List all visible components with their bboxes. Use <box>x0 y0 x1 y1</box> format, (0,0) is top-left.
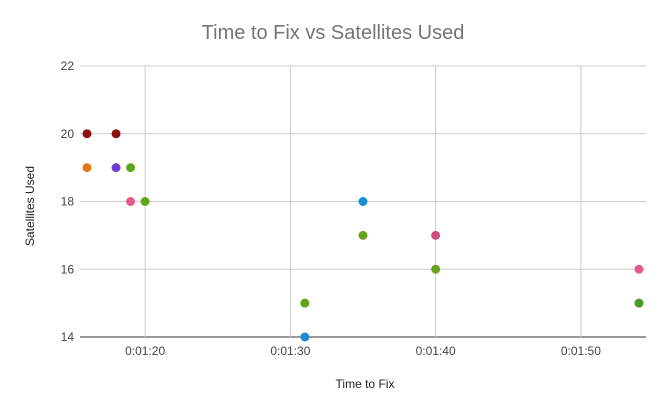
data-point[interactable] <box>300 298 310 308</box>
y-tick-label: 18 <box>61 195 75 209</box>
data-point[interactable] <box>431 264 441 274</box>
y-tick-label: 14 <box>61 330 75 344</box>
data-point[interactable] <box>300 332 310 342</box>
x-tick-label: 0:01:50 <box>561 344 601 358</box>
x-axis-title: Time to Fix <box>336 377 395 391</box>
x-tick-label: 0:01:20 <box>125 344 165 358</box>
data-point[interactable] <box>111 163 121 173</box>
y-tick-label: 22 <box>61 59 75 73</box>
data-point[interactable] <box>634 298 644 308</box>
y-axis-title: Satellites Used <box>23 166 37 246</box>
x-tick-label: 0:01:30 <box>270 344 310 358</box>
data-point[interactable] <box>82 163 92 173</box>
y-tick-label: 20 <box>61 127 75 141</box>
data-point[interactable] <box>358 197 368 206</box>
data-point[interactable] <box>126 197 136 206</box>
data-points <box>82 129 644 342</box>
data-point[interactable] <box>634 264 644 274</box>
data-point[interactable] <box>431 230 441 240</box>
data-point[interactable] <box>358 230 368 240</box>
tick-labels: 14 16 18 20 22 0:01:20 0:01:30 0:01:40 0:01:50 <box>61 59 602 358</box>
y-tick-label: 16 <box>61 262 75 276</box>
data-point[interactable] <box>111 129 121 139</box>
chart-title: Time to Fix vs Satellites Used <box>202 22 465 44</box>
data-point[interactable] <box>140 197 150 206</box>
data-point[interactable] <box>82 129 92 139</box>
x-tick-label: 0:01:40 <box>416 344 456 358</box>
data-point[interactable] <box>126 163 136 173</box>
